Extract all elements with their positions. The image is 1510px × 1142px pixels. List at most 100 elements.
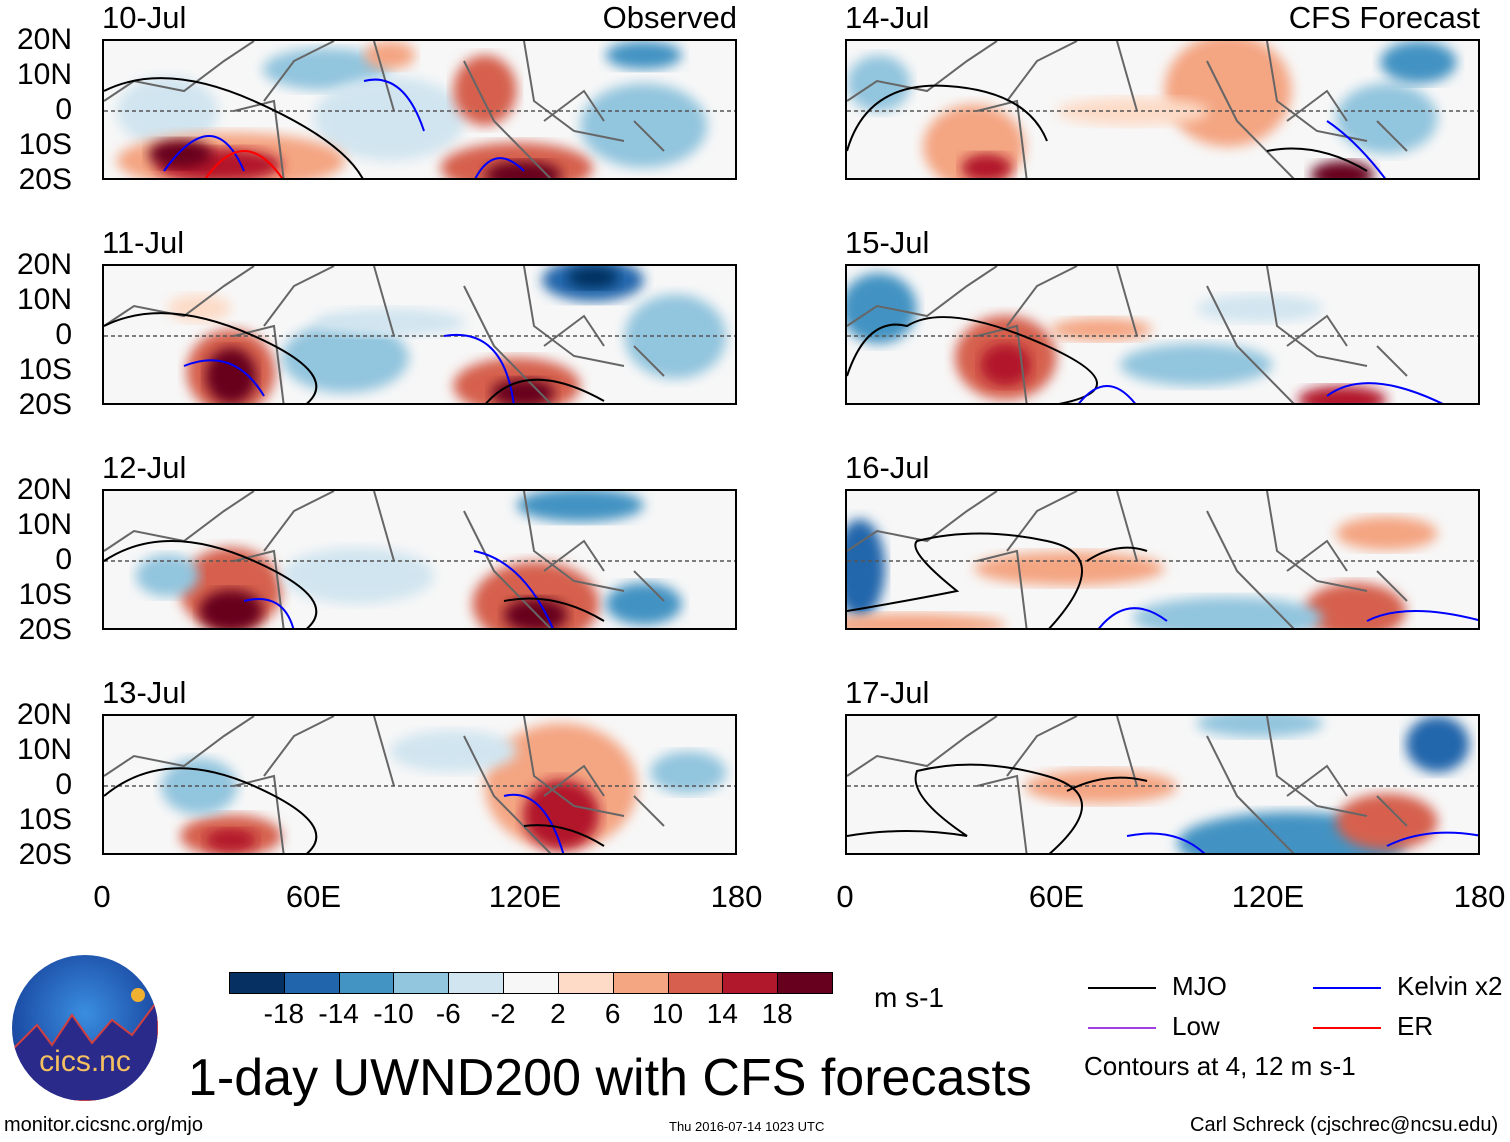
colorbar-label: 18 xyxy=(761,998,793,1029)
panel-date-label: 11-Jul xyxy=(102,225,185,260)
anomaly-blob xyxy=(650,751,727,794)
lat-tick-label: 10N xyxy=(16,58,72,91)
map-panel xyxy=(845,489,1480,630)
panel-date-label: 17-Jul xyxy=(845,675,930,710)
anomaly-blob xyxy=(847,613,1006,628)
anomaly-blob xyxy=(1196,294,1324,323)
lat-tick-label: 20S xyxy=(18,163,72,196)
kelvin-contour xyxy=(1386,831,1478,847)
anomaly-blob xyxy=(1056,97,1209,126)
anomaly-blob xyxy=(364,41,416,70)
anomaly-blob xyxy=(1120,343,1273,386)
colorbar-swatch xyxy=(557,972,614,994)
anomaly-blob xyxy=(205,828,257,852)
mjo-contour xyxy=(847,532,1083,628)
anomaly-blob xyxy=(1132,596,1324,628)
colorbar-label: -6 xyxy=(435,998,461,1029)
lat-tick-label: 20N xyxy=(16,248,72,281)
mjo-contour xyxy=(523,824,605,847)
anomaly-blob xyxy=(567,266,619,289)
anomaly-field xyxy=(847,41,1478,178)
anomaly-blob xyxy=(281,547,435,604)
anomaly-blob xyxy=(262,48,390,91)
forecast-label: CFS Forecast xyxy=(1288,0,1480,35)
lat-tick-label: 0 xyxy=(55,543,72,576)
legend-line-low xyxy=(1088,1027,1156,1029)
logo: cics.nc xyxy=(12,955,158,1101)
footer-url[interactable]: monitor.cicsnc.org/mjo xyxy=(4,1114,203,1136)
lat-tick-label: 0 xyxy=(55,93,72,126)
anomaly-blob xyxy=(624,294,727,379)
anomaly-field xyxy=(104,491,735,628)
anomaly-field xyxy=(104,266,735,403)
lat-tick-label: 0 xyxy=(55,318,72,351)
lon-tick-label: 60E xyxy=(1028,879,1085,914)
anomaly-blob xyxy=(199,589,263,628)
panel-date-label: 10-Jul xyxy=(102,0,187,35)
lat-tick-label: 20N xyxy=(16,23,72,56)
lat-tick-label: 10S xyxy=(18,578,72,611)
anomaly-blob xyxy=(516,491,644,523)
lat-tick-label: 10S xyxy=(18,353,72,386)
anomaly-blob xyxy=(1335,83,1438,154)
er-contour xyxy=(204,150,284,178)
kelvin-contour xyxy=(473,550,554,628)
legend-line-mjo xyxy=(1088,987,1156,989)
mjo-contour xyxy=(104,312,318,403)
panel-date-label: 14-Jul xyxy=(845,0,930,35)
legend-line-kelvin xyxy=(1313,987,1381,989)
colorbar-swatch xyxy=(777,972,833,994)
colorbar-swatch xyxy=(667,972,724,994)
kelvin-contour xyxy=(163,135,245,172)
kelvin-contour xyxy=(474,157,525,178)
anomaly-field xyxy=(104,716,735,853)
anomaly-field xyxy=(104,41,735,178)
mjo-contour xyxy=(1086,546,1148,562)
anomaly-blob xyxy=(1405,716,1470,773)
legend-label: MJO xyxy=(1172,971,1227,1001)
footer-timestamp: Thu 2016-07-14 1023 UTC xyxy=(669,1119,825,1134)
anomaly-blob xyxy=(1335,516,1438,551)
mjo-contour xyxy=(1066,776,1148,792)
lon-tick-label: 120E xyxy=(488,879,562,914)
colorbar-swatch xyxy=(722,972,779,994)
colorbar-swatch xyxy=(338,972,395,994)
anomaly-blob xyxy=(605,41,682,70)
lat-tick-label: 20N xyxy=(16,473,72,506)
mjo-contour xyxy=(503,597,605,622)
anomaly-blob xyxy=(961,153,1013,178)
mountain-icon xyxy=(12,988,158,1101)
anomaly-blob xyxy=(135,554,200,597)
mjo-contour xyxy=(104,767,318,853)
anomaly-blob xyxy=(974,551,1165,586)
lon-tick-label: 0 xyxy=(93,879,111,914)
legend-line-er xyxy=(1313,1027,1381,1029)
kelvin-contour xyxy=(1326,120,1386,178)
anomaly-blob xyxy=(453,55,517,126)
colorbar-swatch xyxy=(503,972,559,994)
colorbar-units: m s-1 xyxy=(874,982,944,1013)
anomaly-blob xyxy=(847,55,911,112)
anomaly-blob xyxy=(472,561,600,628)
anomaly-blob xyxy=(523,779,600,850)
anomaly-blob xyxy=(1164,41,1292,147)
anomaly-blob xyxy=(1380,41,1457,84)
map-panel xyxy=(102,39,737,180)
colorbar-label: -2 xyxy=(490,998,516,1029)
legend-label: Kelvin x2 xyxy=(1397,971,1503,1001)
anomaly-blob xyxy=(1335,793,1438,850)
mjo-contour xyxy=(104,540,318,628)
coastline xyxy=(104,41,665,178)
kelvin-contour xyxy=(1078,385,1136,403)
kelvin-contour xyxy=(243,598,295,628)
kelvin-contour xyxy=(443,333,515,403)
legend-label: ER xyxy=(1397,1011,1434,1041)
map-panel xyxy=(102,489,737,630)
lat-tick-label: 0 xyxy=(55,768,72,801)
kelvin-contour xyxy=(1366,610,1478,622)
coastline xyxy=(104,266,665,403)
panel-date-label: 12-Jul xyxy=(102,450,187,485)
observed-label: Observed xyxy=(602,0,737,35)
colorbar-swatch xyxy=(448,972,505,994)
kelvin-contour xyxy=(363,78,425,132)
